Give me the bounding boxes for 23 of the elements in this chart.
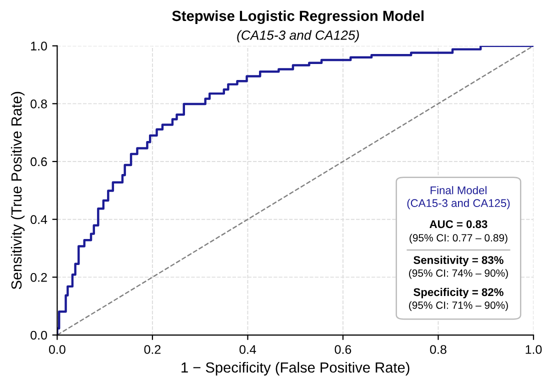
- x-tick-label: 0.6: [334, 345, 352, 354]
- annotation: (95% CI: 74% – 90%): [409, 269, 508, 279]
- annotation: (95% CI: 0.77 – 0.89): [410, 234, 508, 244]
- y-tick-label: 0.6: [30, 157, 47, 166]
- x-tick-label: 1.0: [526, 345, 542, 354]
- x-tick-label: 0.0: [49, 345, 66, 354]
- annotation: (95% CI: 71% – 90%): [409, 301, 508, 311]
- x-tick-label: 0.2: [144, 345, 161, 354]
- y-tick-label: 0.0: [30, 330, 47, 340]
- x-axis-title: 1 − Specificity (False Positive Rate): [182, 362, 410, 376]
- annotation: Sensitivity = 83%: [414, 256, 504, 266]
- y-tick-label: 1.0: [31, 42, 47, 50]
- y-axis-title: Sensitivity (True Positive Rate): [10, 92, 25, 290]
- x-tick-label: 0.8: [430, 345, 446, 354]
- y-tick-label: 0.8: [30, 99, 47, 108]
- annotation: Specificity = 82%: [414, 288, 504, 298]
- chart-subtitle: (CA15-3 and CA125): [237, 30, 359, 42]
- x-tick-label: 0.4: [240, 345, 256, 354]
- y-tick-label: 0.2: [30, 272, 47, 282]
- annotation: AUC = 0.83: [430, 220, 488, 228]
- annotation: Final Model (CA15-3 and CA125): [407, 186, 510, 210]
- y-tick-label: 0.4: [30, 215, 48, 224]
- chart-title: Stepwise Logistic Regression Model: [172, 10, 424, 24]
